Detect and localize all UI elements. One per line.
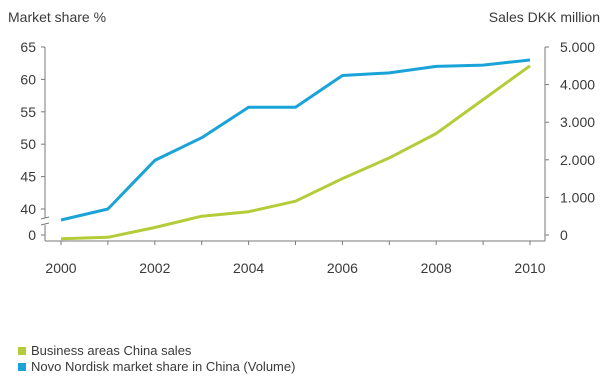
axis-break-mark-lower [40,222,50,226]
axes [40,47,546,242]
left-tick-label: 40 [20,201,36,217]
legend-item-market-share: Novo Nordisk market share in China (Volu… [18,359,295,375]
x-tick-label: 2000 [45,260,76,276]
legend-label-market-share: Novo Nordisk market share in China (Volu… [31,359,296,374]
x-tick-label: 2002 [139,260,170,276]
left-tick-label: 45 [20,169,36,185]
legend-label-china-sales: Business areas China sales [31,343,192,358]
right-tick-label: 5.000 [560,39,595,55]
legend-swatch-china-sales [18,347,26,355]
left-tick-label: 0 [28,227,36,243]
legend: Business areas China sales Novo Nordisk … [18,343,295,375]
left-axis-ticks: 0 40 45 50 55 60 65 [20,39,45,243]
x-tick-label: 2008 [421,260,452,276]
left-tick-label: 50 [20,136,36,152]
left-tick-label: 55 [20,104,36,120]
x-tick-label: 2004 [233,260,264,276]
right-axis-title: Sales DKK million [489,9,600,25]
right-tick-label: 1.000 [560,189,595,205]
legend-swatch-market-share [18,363,26,371]
right-axis-ticks: 0 1.000 2.000 3.000 4.000 5.000 [545,39,595,243]
chart: Market share % Sales DKK million 0 40 45 50… [8,9,600,276]
series-line-china-sales [60,64,531,241]
axis-break-mark-upper [40,216,50,220]
left-tick-label: 60 [20,71,36,87]
legend-item-china-sales: Business areas China sales [18,343,295,359]
x-tick-label: 2006 [327,260,358,276]
x-tick-label: 2010 [514,260,545,276]
right-tick-label: 4.000 [560,77,595,93]
x-axis-ticks: 2000 2002 2004 2006 2008 2010 [45,241,546,276]
series-line-market-share [60,58,531,222]
right-tick-label: 3.000 [560,114,595,130]
series-lines [60,58,531,241]
left-axis-title: Market share % [8,9,106,25]
right-tick-label: 0 [560,227,568,243]
left-tick-label: 65 [20,39,36,55]
right-tick-label: 2.000 [560,152,595,168]
